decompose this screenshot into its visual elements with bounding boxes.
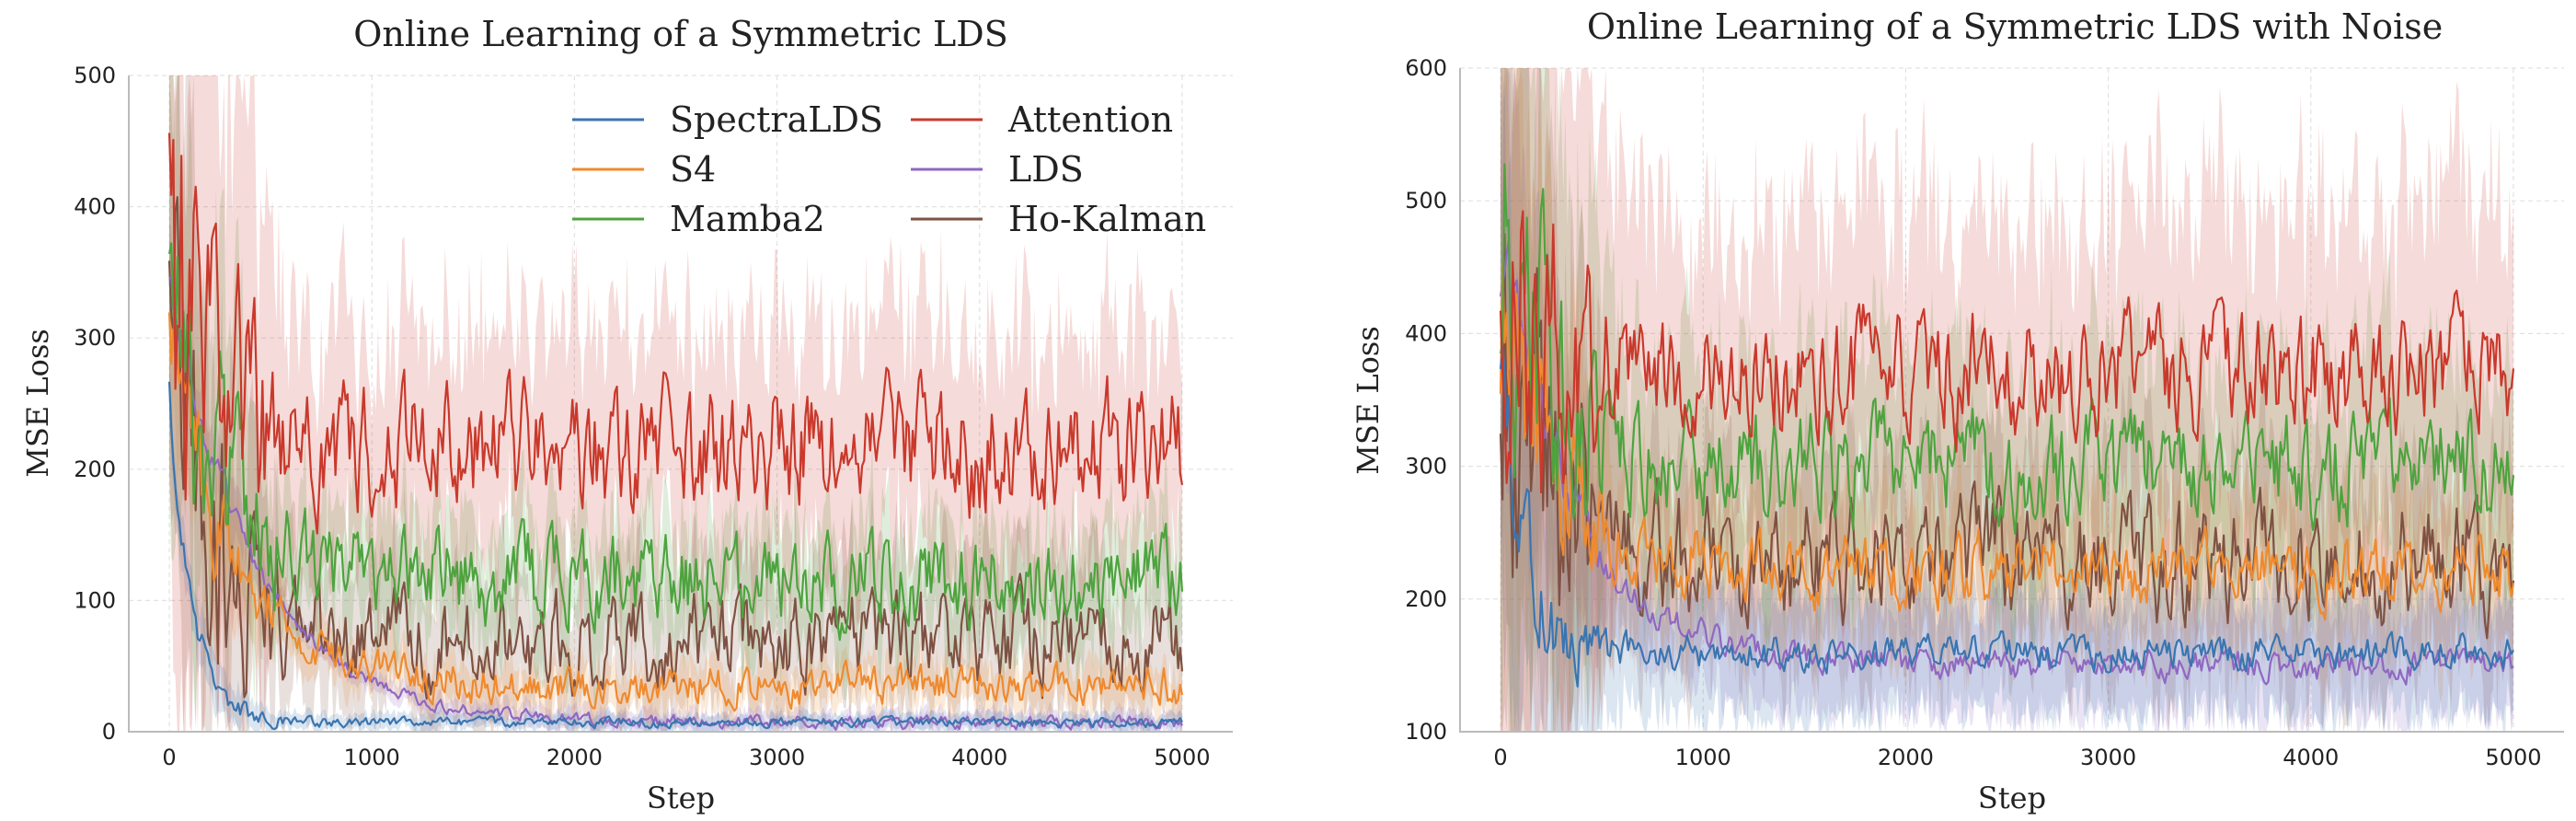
series-line-attention: [167, 133, 1184, 535]
legend-label: Attention: [1007, 99, 1173, 140]
x-tick-label: 4000: [2283, 745, 2339, 770]
band-attention: [1501, 68, 2513, 732]
y-ticks: 100 200 300 400 500 600: [1405, 55, 1447, 745]
y-tick-label: 300: [74, 325, 116, 351]
x-tick-label: 3000: [2080, 745, 2136, 770]
x-axis-label: Step: [647, 781, 715, 815]
series-line-s4: [1499, 262, 2515, 621]
legend-label: Ho-Kalman: [1008, 199, 1206, 239]
legend-label: LDS: [1008, 149, 1084, 190]
x-tick-label: 3000: [749, 745, 805, 770]
x-tick-label: 0: [1493, 745, 1507, 770]
chart-title: Online Learning of a Symmetric LDS with …: [1587, 6, 2443, 47]
y-tick-label: 600: [1405, 55, 1447, 81]
x-tick-label: 2000: [546, 745, 603, 770]
legend: SpectraLDS S4 Mamba2 Attention LDS Ho-Kalman: [572, 99, 1206, 239]
chart-symmetric-lds: Online Learning of a Symmetric LDS 0 1000…: [20, 14, 1233, 815]
axes-spine: [1459, 68, 2564, 733]
series-lines: [1499, 163, 2515, 688]
y-tick-label: 300: [1405, 454, 1447, 480]
x-tick-label: 5000: [1154, 745, 1210, 770]
y-tick-label: 500: [74, 63, 116, 88]
axes-spine: [128, 75, 1233, 733]
y-tick-label: 200: [1405, 586, 1447, 612]
series-line-ho-kalman: [167, 196, 1184, 700]
y-tick-label: 500: [1405, 188, 1447, 214]
chart-symmetric-lds-noise: Online Learning of a Symmetric LDS with …: [1351, 6, 2564, 815]
series-line-attention: [1499, 210, 2515, 494]
x-tick-label: 1000: [1675, 745, 1731, 770]
x-ticks: 0 1000 2000 3000 4000 5000: [1493, 745, 2541, 770]
y-ticks: 0 100 200 300 400 500: [74, 63, 116, 745]
x-tick-label: 5000: [2485, 745, 2541, 770]
x-ticks: 0 1000 2000 3000 4000 5000: [162, 745, 1210, 770]
x-tick-label: 4000: [951, 745, 1007, 770]
series-line-lds: [1499, 240, 2514, 686]
y-axis-label: MSE Loss: [1351, 326, 1386, 475]
y-tick-label: 100: [1405, 719, 1447, 745]
series-line-ho-kalman: [1499, 233, 2515, 640]
legend-label: S4: [670, 149, 716, 190]
band-mamba2: [1501, 68, 2513, 732]
confidence-bands: [1501, 68, 2513, 732]
series-line-lds: [168, 276, 1183, 732]
series-line-s4: [167, 312, 1184, 712]
y-tick-label: 100: [74, 587, 116, 613]
series-line-mamba2: [167, 242, 1184, 642]
series-lines: [167, 133, 1184, 732]
legend-label: Mamba2: [670, 199, 825, 239]
series-line-spectralds: [167, 381, 1183, 731]
y-tick-label: 200: [74, 457, 116, 482]
x-tick-label: 2000: [1878, 745, 1934, 770]
band-s4: [169, 198, 1182, 732]
y-tick-label: 400: [74, 194, 116, 220]
series-line-mamba2: [1499, 163, 2515, 535]
y-axis-label: MSE Loss: [20, 329, 55, 478]
x-tick-label: 1000: [344, 745, 400, 770]
x-tick-label: 0: [162, 745, 176, 770]
y-tick-label: 400: [1405, 320, 1447, 346]
y-tick-label: 0: [102, 719, 116, 745]
chart-title: Online Learning of a Symmetric LDS: [353, 14, 1008, 54]
x-axis-label: Step: [1978, 781, 2046, 815]
legend-label: SpectraLDS: [670, 99, 883, 140]
series-line-spectralds: [1499, 347, 2514, 688]
